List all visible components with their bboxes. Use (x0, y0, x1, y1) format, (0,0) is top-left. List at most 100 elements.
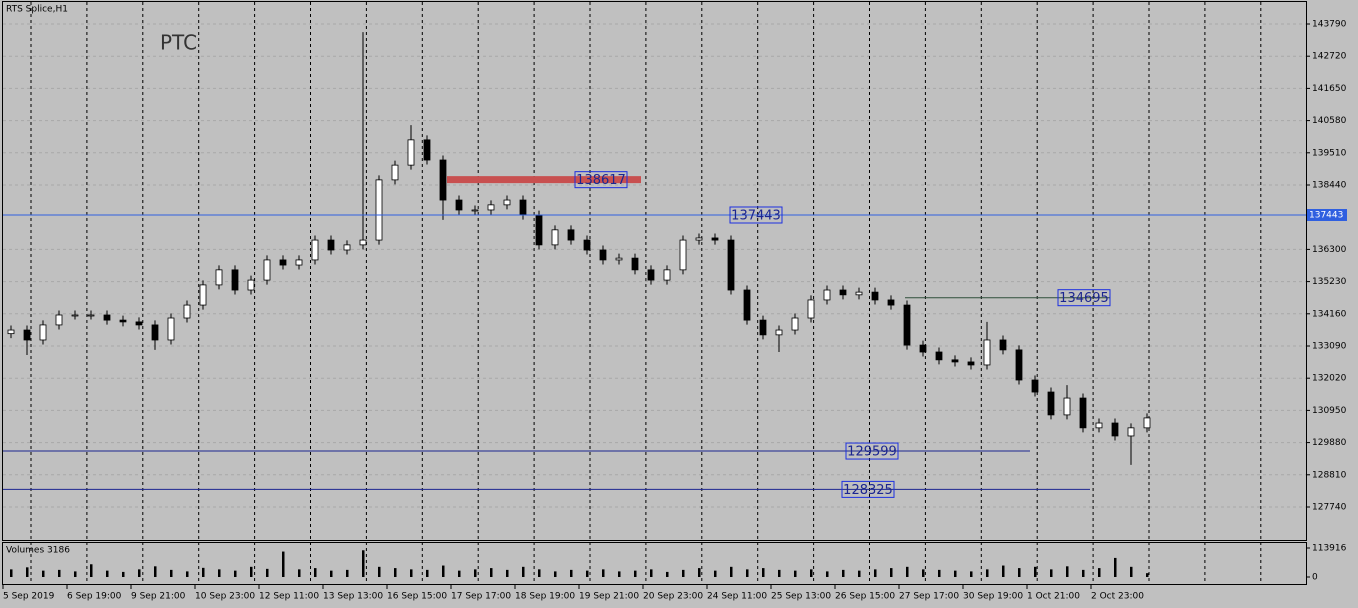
candle-body (55, 314, 63, 326)
volume-bar (1002, 565, 1005, 578)
volume-bar (922, 569, 925, 578)
volume-bar (1114, 557, 1117, 578)
candle-body (999, 339, 1007, 351)
x-tick-label: 13 Sep 13:00 (323, 592, 383, 602)
volume-bar (858, 570, 861, 578)
candle-body (135, 321, 143, 326)
x-tick-label: 26 Sep 15:00 (835, 592, 895, 602)
volume-bar (58, 569, 61, 578)
level-label: 138617 (576, 173, 626, 188)
volume-bar (970, 571, 973, 578)
x-tick-label: 16 Sep 15:00 (387, 592, 447, 602)
candle-body (343, 244, 351, 251)
candle-body (887, 299, 895, 306)
candle-body (1015, 349, 1023, 381)
candle-body (871, 291, 879, 301)
level-label-box (845, 442, 899, 460)
volume-bar (394, 568, 397, 578)
candle-body (119, 319, 127, 323)
volume-bar (266, 568, 269, 578)
candle-body (663, 269, 671, 281)
y-tick-label: 127740 (1312, 502, 1347, 512)
x-tick-label: 12 Sep 11:00 (259, 592, 319, 602)
volume-bar (426, 569, 429, 578)
x-tick-label: 19 Sep 21:00 (579, 592, 639, 602)
level-label-box (841, 480, 895, 498)
volume-bar (1034, 566, 1037, 578)
volume-bar (362, 550, 365, 578)
candle-body (711, 237, 719, 241)
volume-bar (730, 566, 733, 578)
candle-body (935, 351, 943, 361)
volume-bar (346, 569, 349, 578)
candle-body (823, 289, 831, 301)
volume-bar (954, 570, 957, 578)
candle-body (919, 344, 927, 353)
volume-bar (554, 571, 557, 578)
x-tick-label: 6 Sep 19:00 (67, 592, 122, 602)
volume-bar (762, 568, 765, 578)
candle-body (151, 324, 159, 341)
candle-body (839, 289, 847, 296)
volume-bar (1146, 573, 1149, 578)
volume-bar (698, 568, 701, 578)
x-tick-label: 9 Sep 21:00 (131, 592, 186, 602)
y-tick-label: 138440 (1312, 180, 1347, 190)
volume-bar (778, 569, 781, 578)
candle-body (39, 324, 47, 341)
candle-body (455, 199, 463, 211)
volume-bar (26, 567, 29, 578)
candle-body (199, 284, 207, 306)
volume-bar (138, 569, 141, 578)
volume-bar (378, 566, 381, 578)
volume-bar (42, 570, 45, 578)
candle-body (327, 239, 335, 251)
y-tick-label: 128810 (1312, 470, 1347, 480)
candle-body (471, 209, 479, 212)
marks (7, 32, 1151, 578)
volume-bar (490, 568, 493, 578)
candle-body (263, 259, 271, 281)
y-tick-label: 143790 (1312, 19, 1347, 29)
level-label-box (1057, 289, 1111, 307)
volume-bar (618, 571, 621, 578)
candle-body (1095, 422, 1103, 429)
candle-body (1047, 391, 1055, 416)
candle-body (1079, 397, 1087, 429)
candle-body (487, 204, 495, 211)
candle-body (551, 229, 559, 246)
volume-bar (202, 567, 205, 578)
candle-body (215, 269, 223, 286)
y-tick-label: 129880 (1312, 438, 1347, 448)
volume-bar (154, 566, 157, 578)
volume-bar (458, 570, 461, 578)
x-tick-label: 25 Sep 13:00 (771, 592, 831, 602)
volume-bar (874, 569, 877, 578)
candle-body (695, 237, 703, 241)
volume-bar (906, 566, 909, 578)
x-tick-label: 2 Oct 23:00 (1091, 592, 1144, 602)
level-label: 128325 (843, 483, 893, 498)
candle-body (247, 279, 255, 291)
volume-bar (506, 569, 509, 578)
y-tick-label: 136300 (1312, 245, 1347, 255)
y-tick-label: 133090 (1312, 341, 1347, 351)
x-tick-label: 17 Sep 17:00 (451, 592, 511, 602)
candle-body (279, 259, 287, 266)
volume-frame (2, 542, 1307, 585)
x-tick-label: 5 Sep 2019 (3, 592, 55, 602)
candle-body (359, 239, 367, 246)
annotation: PTC (160, 31, 197, 55)
axis-tag (1307, 208, 1347, 221)
volume-bar (10, 569, 13, 578)
candle-body (647, 269, 655, 281)
candle-body (535, 214, 543, 246)
candle-body (807, 299, 815, 319)
candle-body (87, 314, 95, 317)
candle-body (679, 239, 687, 271)
y-tick-label: 134160 (1312, 309, 1347, 319)
grid (3, 2, 1306, 584)
volume-bar (810, 569, 813, 578)
candle-body (295, 259, 303, 266)
